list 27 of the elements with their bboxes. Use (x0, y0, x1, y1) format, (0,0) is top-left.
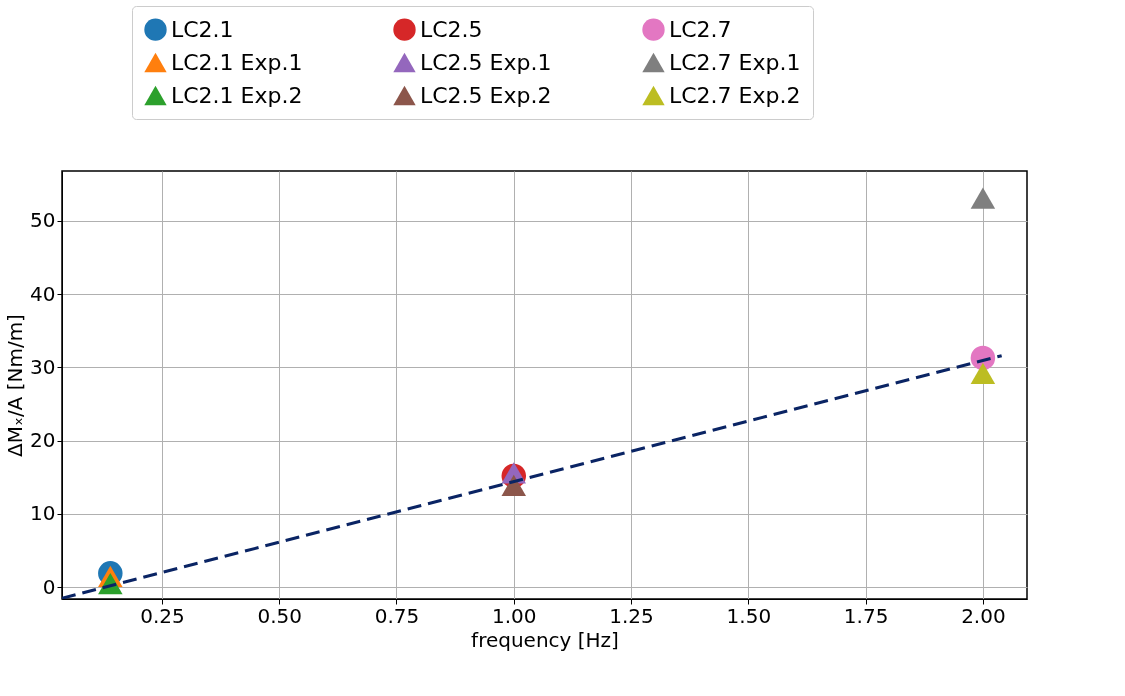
legend-label: LC2.5 Exp.2 (420, 82, 552, 108)
legend-label: LC2.1 Exp.2 (171, 82, 303, 108)
point (970, 362, 996, 384)
legend-label: LC2.1 Exp.1 (171, 49, 303, 75)
x-tick-label: 0.50 (257, 603, 302, 628)
legend-label: LC2.5 Exp.1 (420, 49, 552, 75)
x-tick-label: 1.50 (726, 603, 772, 628)
y-tick-label: 20 (30, 428, 56, 453)
x-tick-label: 2.00 (961, 603, 1006, 628)
y-tick-label: 40 (30, 281, 56, 306)
x-tick-label: 0.75 (374, 603, 420, 628)
legend-label: LC2.7 Exp.1 (669, 49, 801, 75)
y-tick-label: 0 (42, 574, 56, 599)
legend-label: LC2.7 (669, 16, 732, 42)
y-tick-label: 30 (30, 354, 56, 379)
y-tick-label: 10 (30, 501, 56, 526)
point (970, 187, 996, 209)
legend-label: LC2.1 (171, 16, 234, 42)
x-axis-title: frequency [Hz] (471, 627, 619, 652)
legend-label: LC2.5 (420, 16, 483, 42)
y-tick-label: 50 (30, 208, 56, 233)
legend-label: LC2.7 Exp.2 (669, 82, 801, 108)
x-tick-label: 1.75 (843, 603, 889, 628)
x-tick-label: 0.25 (140, 603, 185, 628)
y-axis-title: ΔMₓ/A [Nm/m] (3, 314, 28, 457)
x-tick-label: 1.25 (609, 603, 654, 628)
x-tick-label: 1.00 (492, 603, 537, 628)
